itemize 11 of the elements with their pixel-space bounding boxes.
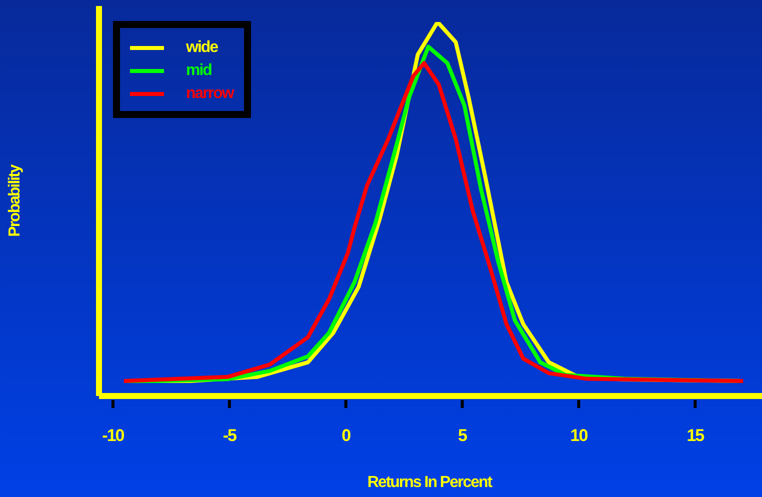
x-tick-label: -5 [222,426,237,445]
x-tick-label: 10 [570,426,588,445]
y-axis-title: Probability [6,164,24,237]
x-axis-title: Returns In Percent [367,474,494,491]
x-tick-label: 5 [458,426,468,445]
legend-label: narrow [186,84,234,102]
x-tick-label: -10 [102,426,124,445]
x-tick-label: 15 [686,426,704,445]
legend-label: mid [186,62,212,80]
x-tick-label: 0 [342,426,351,445]
legend-label: wide [186,38,218,56]
